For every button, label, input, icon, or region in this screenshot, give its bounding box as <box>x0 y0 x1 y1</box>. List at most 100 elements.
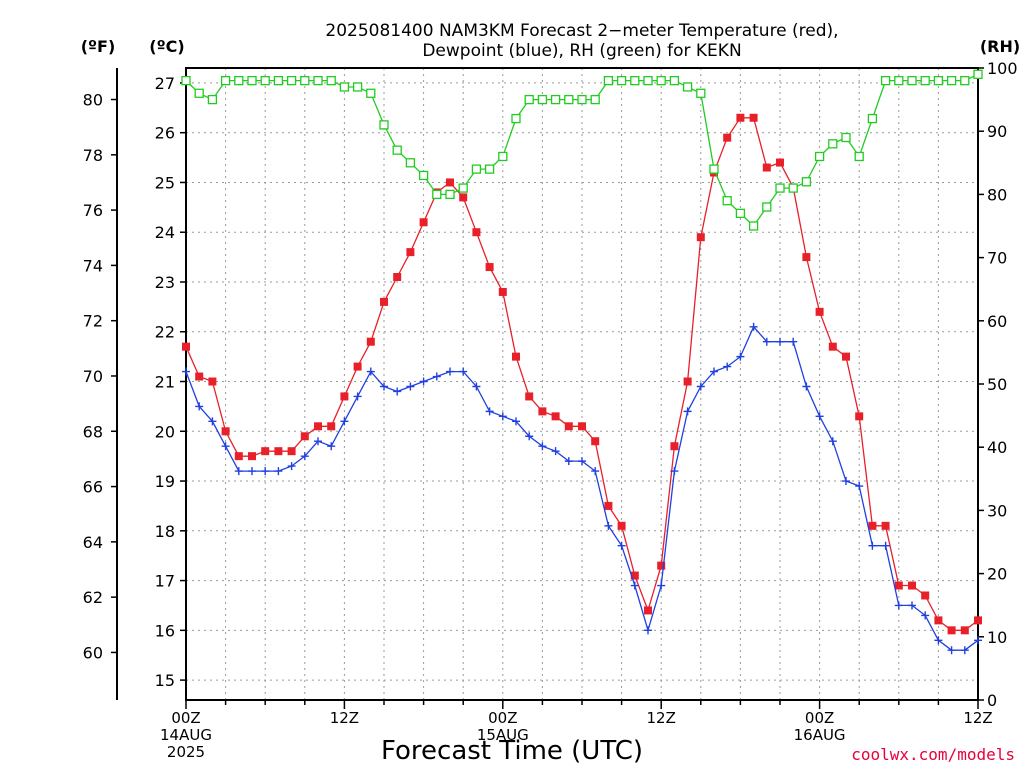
dewpoint-point <box>604 521 613 530</box>
temperature-point <box>287 447 296 456</box>
dewpoint-point <box>472 382 481 391</box>
dewpoint-point <box>657 581 666 590</box>
dewpoint-point <box>195 402 204 411</box>
rh-point <box>630 75 640 86</box>
fahrenheit-tick-label: 66 <box>83 478 103 497</box>
temperature-point <box>195 372 204 381</box>
dewpoint-point <box>776 337 784 346</box>
rh-point <box>722 196 732 206</box>
dewpoint-point <box>762 337 771 346</box>
temperature-point <box>538 407 547 416</box>
rh-point <box>616 75 627 86</box>
rh-point <box>286 75 297 86</box>
temperature-point <box>564 422 573 431</box>
x-tick-label: 00Z <box>171 709 200 727</box>
fahrenheit-tick-label: 62 <box>83 588 103 607</box>
rh-point <box>577 94 587 105</box>
temperature-point <box>366 337 375 346</box>
dewpoint-point <box>248 467 256 476</box>
rh-point <box>775 183 785 193</box>
temperature-point <box>908 581 916 590</box>
temperature-point <box>683 377 692 386</box>
x-tick-label: 2025 <box>167 743 205 761</box>
x-tick-label: 00Z <box>805 709 834 727</box>
chart-title-line-1: 2025081400 NAM3KM Forecast 2−meter Tempe… <box>325 21 838 41</box>
rh-tick-label: 70 <box>987 249 1007 268</box>
dewpoint-point <box>419 377 428 386</box>
rh-point <box>867 113 878 124</box>
dewpoint-point <box>551 447 560 456</box>
rh-point <box>352 82 363 92</box>
x-tick-label: 14AUG <box>160 726 212 744</box>
fahrenheit-tick-label: 60 <box>83 643 103 662</box>
rh-point <box>366 88 376 98</box>
rh-point <box>907 75 917 86</box>
series-layer <box>181 69 983 655</box>
temperature-point <box>274 447 283 456</box>
dewpoint-point <box>340 417 349 426</box>
rh-point <box>590 94 600 105</box>
temperature-point <box>855 412 864 421</box>
rh-point <box>471 164 482 174</box>
rh-point <box>339 82 350 92</box>
rh-point <box>207 94 218 105</box>
temperature-point <box>340 392 349 401</box>
dewpoint-point <box>591 467 600 476</box>
temperature-point <box>327 422 336 431</box>
rh-tick-label: 50 <box>987 375 1007 394</box>
temperature-point <box>406 248 415 257</box>
rh-point <box>841 132 851 143</box>
fahrenheit-tick-label: 78 <box>83 146 103 165</box>
temperature-point <box>894 581 903 590</box>
rh-point <box>445 189 455 200</box>
fahrenheit-tick-label: 80 <box>83 91 103 110</box>
temperature-point <box>868 521 877 530</box>
dewpoint-point <box>261 467 270 476</box>
rh-point <box>814 151 825 162</box>
dewpoint-point <box>446 367 454 376</box>
rh-point <box>418 170 429 181</box>
rh-point <box>181 75 191 86</box>
temperature-point <box>947 626 956 635</box>
rh-point <box>920 75 930 86</box>
rh-tick-label: 80 <box>987 185 1007 204</box>
x-tick-label: 16AUG <box>794 726 846 744</box>
temperature-point <box>842 352 850 361</box>
dewpoint-point <box>723 362 732 371</box>
dewpoint-point <box>393 387 402 396</box>
temperature-point <box>551 412 560 421</box>
temperature-point <box>261 447 270 456</box>
dewpoint-point <box>696 382 705 391</box>
dewpoint-point <box>802 382 811 391</box>
temperature-point <box>881 521 890 530</box>
celsius-tick-label: 18 <box>155 522 175 541</box>
celsius-tick-label: 25 <box>155 173 175 192</box>
rh-tick-label: 90 <box>987 122 1007 141</box>
rh-point <box>498 151 508 162</box>
dewpoint-point <box>459 367 468 376</box>
x-tick-label: 12Z <box>963 709 992 727</box>
dewpoint-point <box>815 412 824 421</box>
temperature-point <box>472 228 481 237</box>
temperature-point <box>960 626 969 635</box>
fahrenheit-tick-label: 68 <box>83 422 103 441</box>
dewpoint-point <box>921 611 930 620</box>
rh-point <box>458 183 468 193</box>
temperature-point <box>182 342 190 351</box>
temperature-point <box>393 273 402 282</box>
dewpoint-point <box>842 477 850 486</box>
fahrenheit-tick-label: 74 <box>83 256 103 275</box>
x-tick-label: 00Z <box>488 709 517 727</box>
dewpoint-point <box>512 417 520 426</box>
temperature-point <box>974 616 982 625</box>
rh-point <box>748 221 759 231</box>
rh-point <box>656 75 666 86</box>
celsius-tick-label: 21 <box>155 373 175 392</box>
temperature-point <box>459 193 468 202</box>
fahrenheit-tick-label: 70 <box>83 367 103 386</box>
temperature-point <box>498 287 507 296</box>
rh-point <box>194 88 204 98</box>
temperature-point <box>314 422 322 431</box>
temperature-point <box>208 377 217 386</box>
rh-point <box>682 82 693 92</box>
